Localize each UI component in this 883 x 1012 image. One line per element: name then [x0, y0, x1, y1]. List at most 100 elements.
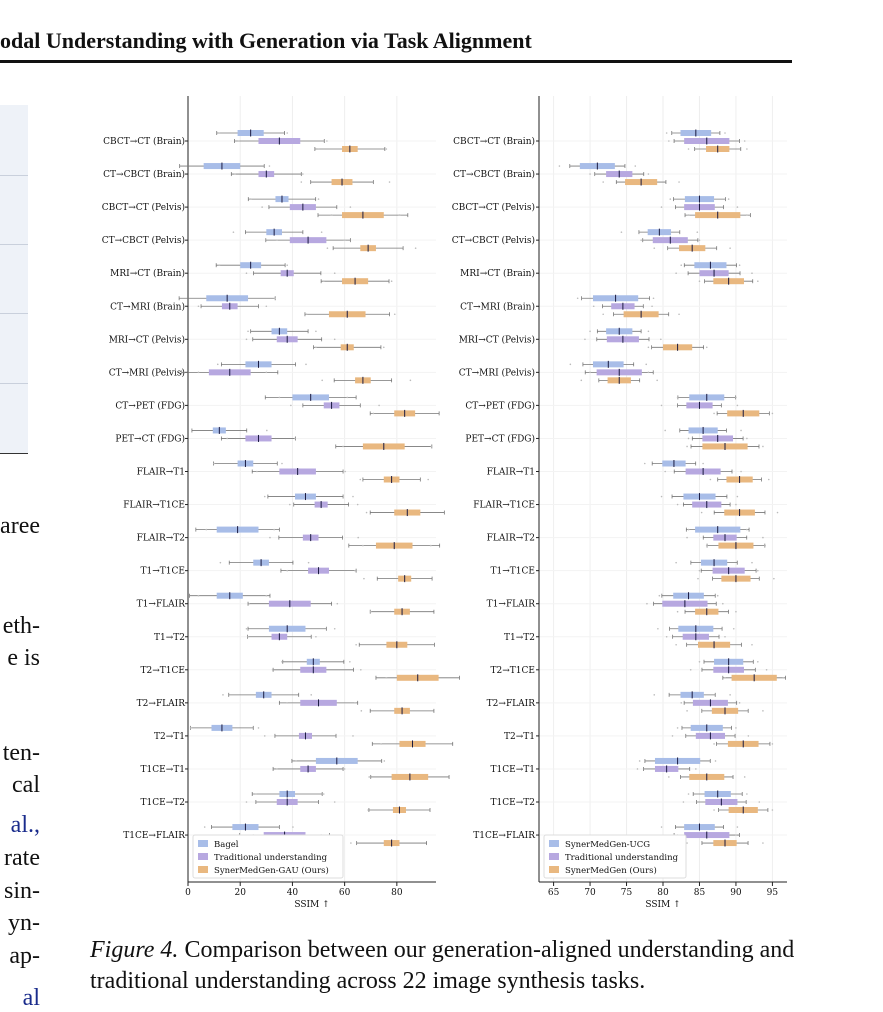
x-tick-label: 75 [621, 888, 633, 898]
box-outlier [736, 495, 739, 498]
box-blue [658, 592, 719, 600]
category-label: CBCT→CT (Pelvis) [452, 202, 535, 213]
box-outlier [330, 214, 333, 216]
box-outlier [589, 371, 591, 374]
box-outlier [333, 272, 336, 275]
box-blue [178, 294, 276, 302]
box-blue [576, 294, 655, 302]
box-orange [320, 277, 393, 285]
box-outlier [360, 710, 363, 712]
box-outlier [634, 165, 637, 167]
box-blue [251, 790, 325, 798]
category-label: CT→MRI (Brain) [110, 301, 185, 312]
box-blue [680, 261, 741, 269]
box-outlier [698, 280, 701, 283]
box-orange [359, 476, 429, 483]
box-outlier [398, 214, 401, 216]
box-outlier [362, 544, 364, 547]
box-outlier [771, 743, 774, 745]
box-outlier [638, 760, 641, 762]
box-outlier [365, 511, 368, 514]
box-orange [365, 509, 445, 517]
box-blue [245, 625, 336, 633]
x-tick-label: 90 [730, 888, 742, 898]
box-outlier [219, 561, 222, 564]
box-outlier [675, 643, 677, 646]
box-outlier [354, 702, 356, 704]
box-blue [685, 526, 750, 534]
box-orange [348, 542, 441, 550]
box-outlier [344, 470, 346, 473]
box-outlier [771, 809, 774, 811]
box-outlier [782, 677, 785, 679]
box-outlier [409, 379, 412, 382]
box-purple [278, 699, 359, 707]
box-outlier [738, 264, 741, 267]
box-outlier [676, 727, 679, 729]
category-label: T2→T1 [154, 732, 185, 742]
box-outlier [237, 140, 240, 142]
box-outlier [746, 793, 748, 795]
box-outlier [321, 379, 323, 382]
box-orange [375, 674, 460, 682]
box-orange [686, 839, 764, 847]
box-outlier [234, 173, 236, 175]
box-outlier [687, 148, 690, 150]
category-label: CBCT→CT (Pelvis) [102, 202, 185, 213]
left-column-text: ap- [9, 943, 40, 969]
box-purple [289, 501, 359, 509]
box-outlier [664, 470, 666, 473]
legend-label: SynerMedGen (Ours) [565, 865, 657, 876]
box-outlier [322, 280, 325, 283]
box-orange [713, 409, 774, 417]
box-outlier [245, 801, 248, 803]
box-outlier [620, 231, 623, 233]
category-label: T1CE→FLAIR [123, 831, 185, 841]
box-purple [660, 401, 739, 409]
box-purple [687, 434, 748, 442]
category-label: FLAIR→T1CE [123, 501, 185, 511]
box-outlier [727, 198, 730, 200]
box-outlier [602, 181, 604, 183]
box-blue [675, 559, 753, 567]
box-purple [245, 335, 336, 343]
box-outlier [740, 429, 742, 432]
box-outlier [757, 661, 759, 663]
left-column-link[interactable]: al [22, 985, 40, 1011]
box-outlier [247, 635, 249, 638]
box-orange [686, 442, 764, 450]
box-outlier [388, 181, 391, 183]
category-label: CBCT→CT (Brain) [103, 136, 185, 147]
box-outlier [271, 669, 274, 671]
box-outlier [427, 478, 429, 481]
box-outlier [700, 511, 703, 514]
box-outlier [656, 379, 658, 382]
box-purple [689, 666, 768, 674]
box-outlier [429, 544, 432, 547]
box-outlier [248, 602, 250, 605]
left-column-link[interactable]: al., [10, 812, 40, 838]
box-blue [558, 162, 637, 170]
box-outlier [757, 280, 759, 283]
chart-panel-1: 0 20 40 60 80 SSIM ↑ CBCT→CT (Brain) CT→CBCT (B… [102, 96, 460, 910]
chart-panel-2: 65 70 75 80 85 90 95 SSIM ↑ CBCT→CT (Brain) CT→CB… [452, 96, 787, 910]
category-label: T1CE→T2 [141, 798, 185, 808]
box-purple [589, 170, 650, 178]
box-outlier [355, 643, 357, 646]
box-outlier [333, 338, 336, 341]
box-blue [263, 493, 354, 501]
legend-swatch [549, 840, 559, 847]
box-orange [668, 773, 746, 781]
box-outlier [307, 561, 310, 564]
legend-swatch [198, 853, 208, 860]
box-outlier [273, 297, 276, 300]
box-outlier [352, 735, 354, 737]
box-outlier [729, 694, 731, 696]
box-outlier [676, 396, 679, 399]
box-outlier [336, 602, 339, 605]
box-outlier [349, 661, 351, 663]
box-outlier [736, 826, 739, 828]
category-label: T1→FLAIR [137, 600, 186, 610]
box-outlier [592, 305, 595, 308]
box-outlier [255, 793, 257, 795]
